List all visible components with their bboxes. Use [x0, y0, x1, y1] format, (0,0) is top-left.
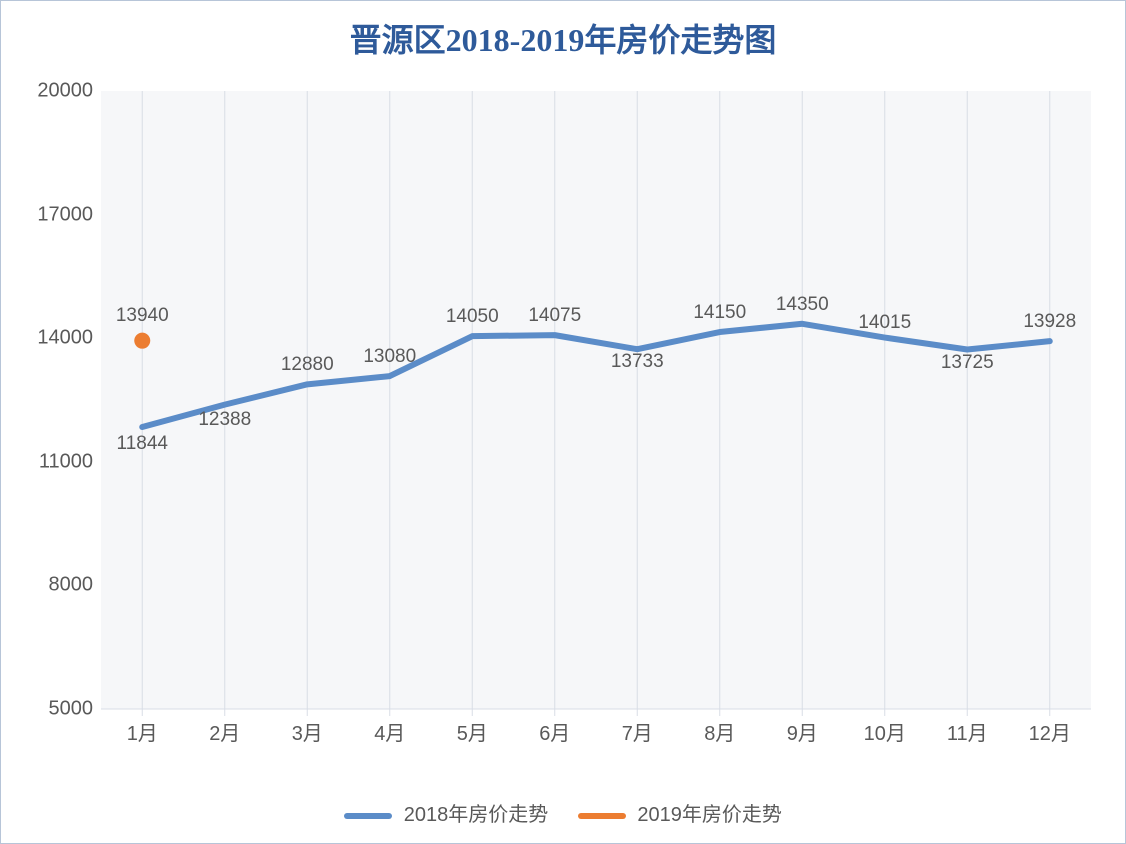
x-tick-label: 8月	[704, 717, 735, 746]
legend-label-2018: 2018年房价走势	[404, 804, 549, 826]
legend-item-2018: 2018年房价走势	[344, 798, 548, 827]
legend: 2018年房价走势 2019年房价走势	[1, 798, 1125, 827]
x-tick-label: 11月	[947, 717, 988, 746]
x-tick-label: 1月	[127, 717, 158, 746]
x-tick-label: 12月	[1029, 717, 1071, 746]
x-tick-label: 10月	[864, 717, 906, 746]
chart-title: 晋源区2018-2019年房价走势图	[1, 15, 1125, 61]
data-label: 13928	[1023, 311, 1076, 333]
legend-swatch-2019	[578, 813, 626, 819]
chart-container: 晋源区2018-2019年房价走势图 2018年房价走势 2019年房价走势 5…	[0, 0, 1126, 844]
plot-svg	[101, 91, 1091, 709]
data-label: 13725	[941, 352, 994, 374]
y-tick-label: 17000	[13, 203, 93, 226]
data-label: 13733	[611, 351, 664, 373]
x-tick-label: 3月	[292, 717, 323, 746]
y-tick-label: 5000	[13, 698, 93, 721]
legend-swatch-2018	[344, 813, 392, 819]
data-label: 14015	[858, 312, 911, 334]
x-tick-label: 9月	[787, 717, 818, 746]
data-label: 14150	[693, 302, 746, 324]
x-tick-label: 5月	[457, 717, 488, 746]
legend-item-2019: 2019年房价走势	[578, 798, 782, 827]
data-label: 14050	[446, 306, 499, 328]
data-label: 13080	[363, 346, 416, 368]
data-label: 11844	[117, 433, 168, 455]
data-label: 14350	[776, 294, 829, 316]
x-tick-label: 7月	[622, 717, 653, 746]
legend-label-2019: 2019年房价走势	[637, 804, 782, 826]
data-label: 14075	[528, 305, 581, 327]
y-tick-label: 11000	[13, 450, 93, 473]
x-tick-label: 4月	[374, 717, 405, 746]
y-tick-label: 14000	[13, 327, 93, 350]
y-tick-label: 20000	[13, 80, 93, 103]
x-tick-label: 6月	[539, 717, 570, 746]
y-tick-label: 8000	[13, 574, 93, 597]
data-label: 13940	[116, 305, 169, 327]
data-label: 12880	[281, 354, 334, 376]
x-tick-label: 2月	[209, 717, 240, 746]
data-label: 12388	[198, 409, 251, 431]
